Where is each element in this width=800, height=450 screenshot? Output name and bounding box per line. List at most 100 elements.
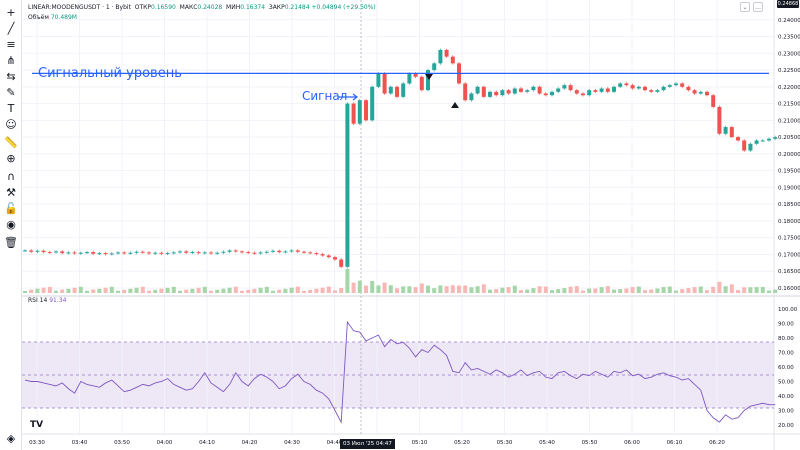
volume-bar	[686, 288, 691, 293]
change-value: +0.04894 (+29.50%)	[311, 4, 376, 11]
symbol-name[interactable]: LINEAR:MOODENGUSDT · 1 · Bybit	[28, 4, 131, 11]
rsi-tick-label: 100.00	[778, 307, 798, 313]
volume-bar	[264, 286, 269, 293]
emoji-icon[interactable]: ☺	[5, 117, 17, 131]
horizontal-line-icon[interactable]: ≡	[6, 37, 16, 51]
eye-icon[interactable]: ◉	[6, 217, 16, 231]
volume-bar	[320, 287, 325, 293]
volume-bar	[618, 289, 623, 293]
candle-body	[345, 103, 350, 267]
volume-bar	[196, 287, 201, 293]
candle-body	[686, 86, 691, 91]
volume-bar	[78, 286, 83, 293]
volume-bar	[227, 287, 232, 293]
price-tick-label: 0.22000	[778, 85, 800, 91]
magnet-icon[interactable]: ∩	[6, 169, 16, 183]
chart-area[interactable]: 0.24000 0.23500 0.23000 0.22500 0.22000 0.215…	[22, 0, 800, 450]
volume-bar	[66, 288, 71, 293]
time-cursor-badge: 03 Июл '25 04:47	[340, 439, 395, 449]
time-tick-label: 04:10	[199, 440, 215, 446]
low-value: 0.16374	[240, 4, 266, 11]
rsi-label: RSI 14	[28, 297, 48, 304]
price-tick-label: 0.22500	[778, 68, 800, 74]
brush-icon[interactable]: ✎	[6, 85, 16, 99]
volume-bar	[581, 290, 585, 293]
price-tick-label: 0.21500	[778, 102, 800, 108]
candle-body	[488, 91, 492, 97]
price-tick-label: 0.24000	[778, 18, 800, 24]
candle-body	[54, 251, 58, 253]
price-tick-label: 0.18500	[778, 202, 800, 208]
volume-bar	[612, 289, 616, 293]
volume-bar	[636, 286, 641, 293]
channel-icon[interactable]: ⋔	[6, 53, 16, 67]
text-tool-icon[interactable]: T	[7, 101, 15, 115]
candle-body	[512, 88, 517, 94]
fib-icon[interactable]: ⇆	[6, 69, 16, 83]
rsi-value: 91.34	[49, 297, 67, 304]
chevron-down-icon[interactable]: ⌄	[740, 2, 750, 12]
volume-bar	[35, 288, 40, 293]
volume-bar	[215, 289, 220, 293]
price-tick-label: 0.20000	[778, 152, 800, 158]
volume-bar	[674, 290, 678, 293]
candle-body	[500, 90, 505, 96]
time-tick-label: 04:00	[157, 440, 173, 446]
zoom-in-icon[interactable]: ⊕	[6, 151, 16, 165]
volume-bar	[736, 290, 740, 293]
candle-body	[469, 93, 474, 101]
time-tick-label: 05:20	[454, 440, 470, 446]
volume-bar	[624, 288, 629, 293]
volume-legend: Объём 70.489M	[28, 14, 77, 21]
volume-bar	[519, 290, 523, 293]
more-icon[interactable]: …	[753, 2, 763, 12]
ruler-icon[interactable]: 📏	[4, 135, 18, 149]
candle-body	[450, 56, 455, 64]
volume-bar	[277, 289, 282, 293]
candle-body	[252, 252, 257, 254]
candles	[23, 48, 778, 269]
trash-icon[interactable]: 🗑	[4, 235, 18, 249]
volume-bar	[649, 289, 654, 293]
price-tick-label: 0.20500	[778, 135, 800, 141]
volume-bar	[103, 287, 108, 293]
tradingview-logo: TV	[30, 420, 44, 430]
candle-body	[388, 86, 393, 94]
volume-bar	[159, 288, 164, 293]
volume-bar	[401, 286, 406, 293]
volume-bar	[308, 289, 313, 293]
candle-body	[723, 127, 728, 134]
volume-bar	[109, 286, 114, 293]
volume-bar	[469, 287, 474, 293]
volume-bar	[543, 286, 548, 293]
trend-line-icon[interactable]: ╱	[7, 21, 15, 35]
candle-body	[481, 86, 486, 97]
volume-bar	[680, 289, 685, 293]
candle-body	[599, 88, 604, 92]
lock-drawings-icon[interactable]: ⚒	[6, 185, 16, 199]
volume-bar	[60, 289, 65, 293]
current-price-badge: 0.24868	[777, 0, 799, 8]
close-label: ЗАКР	[268, 4, 285, 11]
volume-bar	[258, 287, 263, 293]
price-tick-label: 0.21000	[778, 118, 800, 124]
candle-body	[47, 252, 52, 254]
rsi-axis-labels: 100.00 90.00 80.00 70.00 60.00 50.00 40.00 30.0…	[778, 307, 798, 429]
volume-bar	[351, 282, 356, 293]
volume-bar	[717, 281, 722, 293]
volume-bar	[54, 290, 58, 293]
candle-body	[190, 252, 195, 254]
candle-body	[364, 100, 368, 121]
price-chart-svg[interactable]: 0.24000 0.23500 0.23000 0.22500 0.22000 0.215…	[22, 0, 800, 450]
layers-icon[interactable]: ◈	[6, 431, 16, 445]
lock-icon[interactable]: 🔓	[4, 201, 18, 215]
crosshair-icon[interactable]: +	[6, 5, 16, 19]
candle-body	[78, 252, 83, 254]
volume-bar	[711, 286, 716, 293]
volume-bar	[153, 289, 158, 293]
volume-bar	[413, 287, 418, 293]
volume-bar	[333, 290, 337, 293]
volume-bars	[23, 269, 778, 293]
volume-bar	[748, 287, 753, 293]
